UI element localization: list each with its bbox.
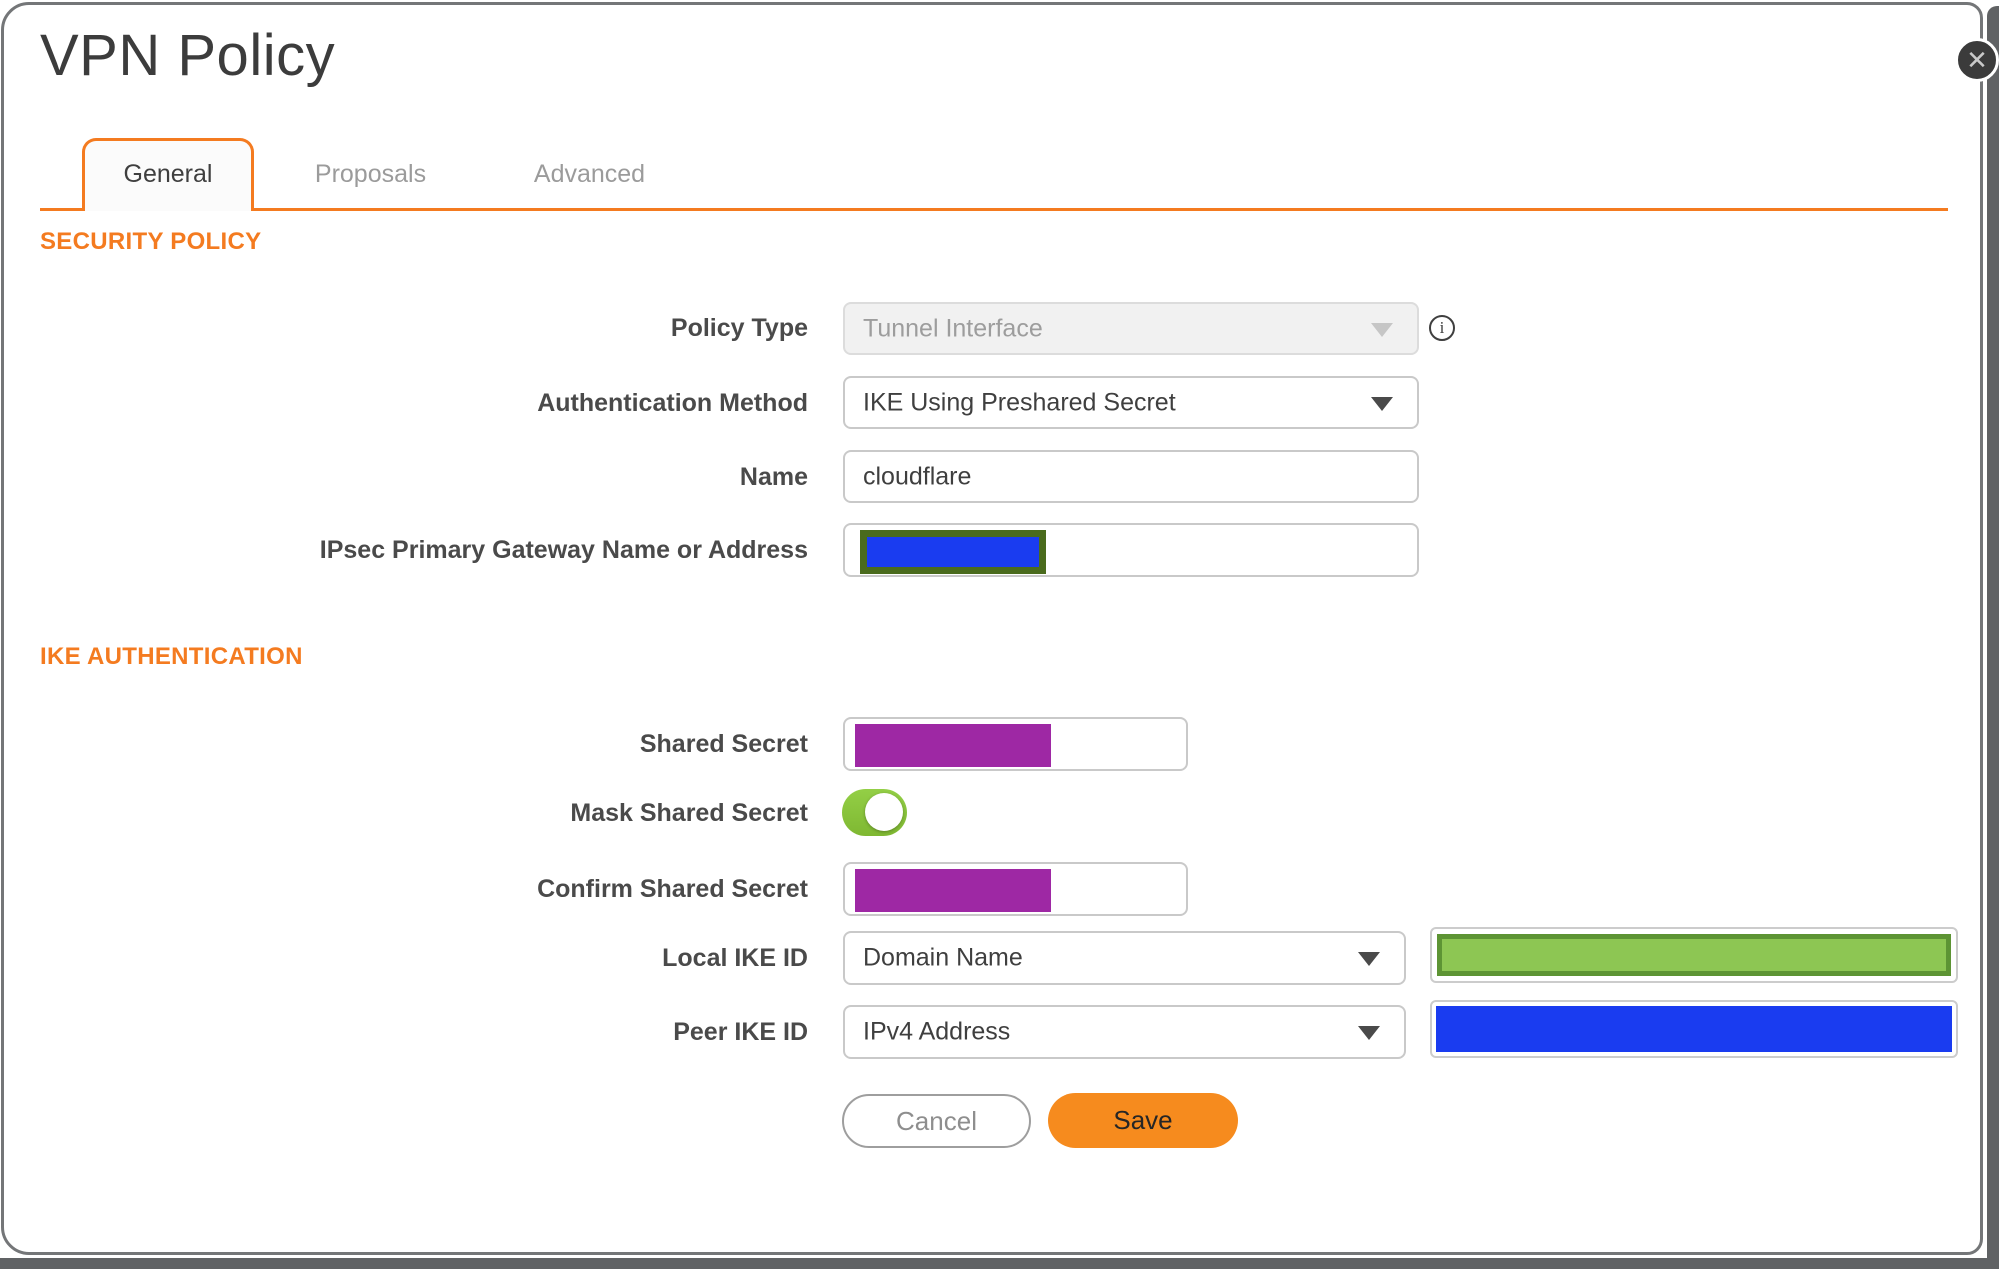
chevron-down-icon — [1371, 322, 1393, 337]
confirm-shared-secret-label: Confirm Shared Secret — [537, 875, 808, 903]
local-ike-id-select[interactable]: Domain Name — [843, 931, 1406, 985]
tab-proposals-label: Proposals — [314, 160, 427, 188]
save-button[interactable]: Save — [1048, 1093, 1238, 1148]
gateway-input[interactable] — [843, 523, 1419, 577]
chevron-down-icon — [1358, 952, 1380, 966]
cancel-button[interactable]: Cancel — [842, 1094, 1031, 1148]
chevron-down-icon — [1358, 1026, 1380, 1040]
shared-secret-redaction — [855, 724, 1051, 767]
gateway-redaction — [860, 530, 1046, 574]
toggle-knob — [865, 793, 903, 831]
name-value: cloudflare — [863, 462, 972, 490]
local-ike-id-value: Domain Name — [863, 943, 1023, 972]
peer-ike-id-value: IPv4 Address — [863, 1017, 1011, 1046]
tab-proposals[interactable]: Proposals — [292, 138, 449, 211]
close-button[interactable]: ✕ — [1955, 38, 1999, 82]
authentication-method-label: Authentication Method — [537, 389, 808, 417]
tab-advanced-label: Advanced — [533, 160, 646, 188]
chevron-down-icon — [1371, 396, 1393, 411]
peer-ike-id-value-input[interactable] — [1430, 1000, 1958, 1058]
gateway-label: IPsec Primary Gateway Name or Address — [319, 536, 808, 564]
local-ike-id-label: Local IKE ID — [662, 944, 808, 972]
confirm-shared-secret-input[interactable] — [843, 862, 1188, 916]
policy-type-value: Tunnel Interface — [863, 314, 1043, 342]
ike-authentication-heading: IKE AUTHENTICATION — [40, 643, 303, 670]
background-overlay-bottom — [0, 1258, 1999, 1269]
authentication-method-value: IKE Using Preshared Secret — [863, 388, 1176, 416]
close-icon: ✕ — [1966, 45, 1988, 75]
peer-ike-id-label: Peer IKE ID — [673, 1018, 808, 1046]
name-label: Name — [739, 463, 808, 491]
policy-type-label: Policy Type — [670, 314, 808, 342]
tab-advanced[interactable]: Advanced — [511, 138, 668, 211]
dialog-title: VPN Policy — [40, 23, 336, 88]
authentication-method-select[interactable]: IKE Using Preshared Secret — [843, 376, 1419, 429]
policy-type-select: Tunnel Interface — [843, 302, 1419, 355]
tab-general[interactable]: General — [82, 138, 254, 211]
info-icon-glyph: i — [1439, 318, 1445, 337]
local-ike-id-redaction — [1437, 934, 1951, 976]
tab-general-label: General — [123, 160, 213, 188]
info-icon[interactable]: i — [1429, 315, 1455, 341]
tab-underline — [40, 208, 1948, 211]
name-input[interactable]: cloudflare — [843, 450, 1419, 503]
shared-secret-label: Shared Secret — [639, 730, 808, 758]
mask-shared-secret-label: Mask Shared Secret — [570, 799, 808, 827]
security-policy-heading: SECURITY POLICY — [40, 228, 262, 255]
shared-secret-input[interactable] — [843, 717, 1188, 771]
confirm-shared-secret-redaction — [855, 869, 1051, 912]
mask-shared-secret-toggle[interactable] — [842, 789, 907, 836]
background-overlay-right — [1987, 6, 1999, 1269]
peer-ike-id-redaction — [1436, 1006, 1952, 1052]
local-ike-id-value-input[interactable] — [1430, 927, 1958, 983]
peer-ike-id-select[interactable]: IPv4 Address — [843, 1005, 1406, 1059]
